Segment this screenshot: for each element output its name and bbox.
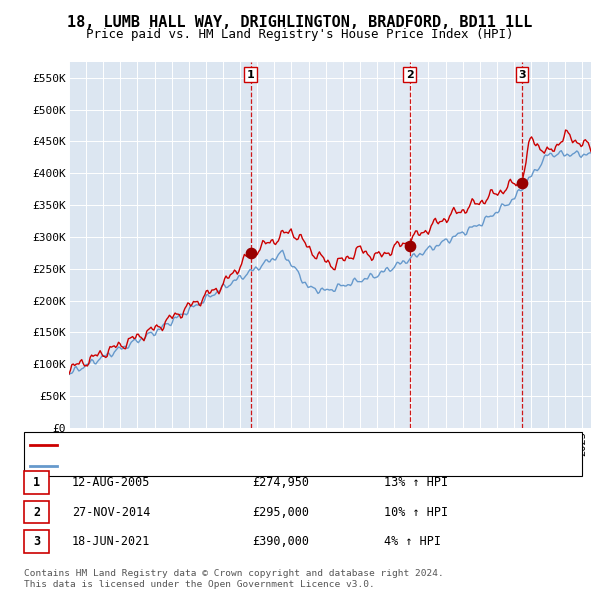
Text: 18, LUMB HALL WAY, DRIGHLINGTON, BRADFORD, BD11 1LL: 18, LUMB HALL WAY, DRIGHLINGTON, BRADFOR… xyxy=(67,15,533,30)
Text: HPI: Average price, detached house, Leeds: HPI: Average price, detached house, Leed… xyxy=(63,461,319,471)
Text: 3: 3 xyxy=(33,535,40,548)
Text: 27-NOV-2014: 27-NOV-2014 xyxy=(72,506,151,519)
Point xyxy=(246,248,256,258)
Text: 4% ↑ HPI: 4% ↑ HPI xyxy=(384,535,441,548)
Text: £390,000: £390,000 xyxy=(252,535,309,548)
Text: Contains HM Land Registry data © Crown copyright and database right 2024.
This d: Contains HM Land Registry data © Crown c… xyxy=(24,569,444,589)
Text: £295,000: £295,000 xyxy=(252,506,309,519)
Text: 3: 3 xyxy=(518,70,526,80)
Point xyxy=(517,179,527,188)
Text: £274,950: £274,950 xyxy=(252,476,309,489)
Text: 1: 1 xyxy=(247,70,254,80)
Text: 18-JUN-2021: 18-JUN-2021 xyxy=(72,535,151,548)
Text: 1: 1 xyxy=(33,476,40,489)
Text: Price paid vs. HM Land Registry's House Price Index (HPI): Price paid vs. HM Land Registry's House … xyxy=(86,28,514,41)
Text: 13% ↑ HPI: 13% ↑ HPI xyxy=(384,476,448,489)
Bar xyxy=(251,62,410,428)
Point xyxy=(405,241,415,250)
Text: 10% ↑ HPI: 10% ↑ HPI xyxy=(384,506,448,519)
Text: 12-AUG-2005: 12-AUG-2005 xyxy=(72,476,151,489)
Text: 2: 2 xyxy=(406,70,413,80)
Bar xyxy=(410,62,522,428)
Text: 2: 2 xyxy=(33,506,40,519)
Text: 18, LUMB HALL WAY, DRIGHLINGTON, BRADFORD, BD11 1LL (detached house): 18, LUMB HALL WAY, DRIGHLINGTON, BRADFOR… xyxy=(63,440,488,450)
